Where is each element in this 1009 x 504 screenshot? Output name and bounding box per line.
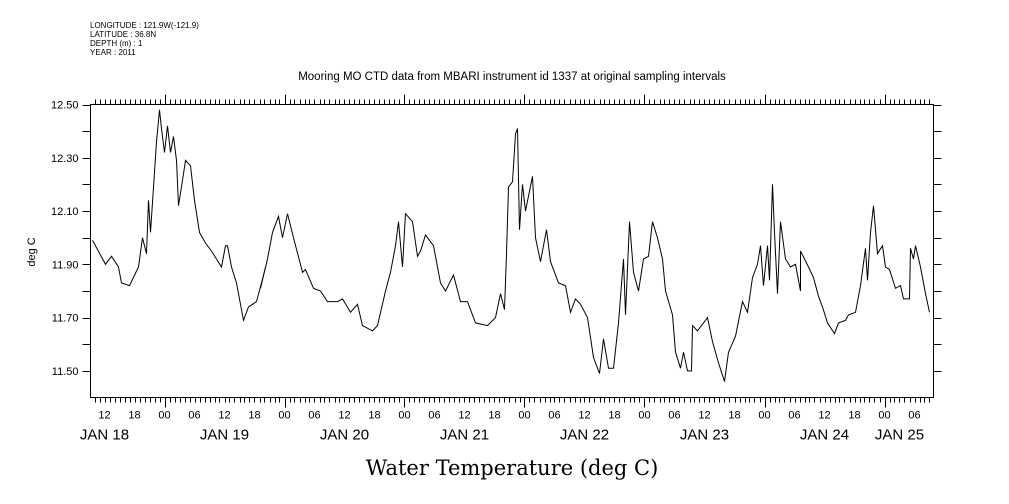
x-tick-label: 00 <box>518 410 530 422</box>
x-tick-label: 00 <box>638 410 650 422</box>
x-tick-label: 00 <box>878 410 890 422</box>
metadata-block: LONGITUDE : 121.9W(-121.9) LATITUDE : 36… <box>90 21 199 57</box>
x-day-label: JAN 24 <box>800 427 849 444</box>
plot-frame <box>90 104 934 398</box>
x-tick-label: 18 <box>728 410 740 422</box>
x-tick-label: 06 <box>548 410 560 422</box>
x-tick-label: 00 <box>278 410 290 422</box>
x-tick-label: 00 <box>758 410 770 422</box>
x-tick-label: 18 <box>128 410 140 422</box>
x-day-label: JAN 19 <box>200 427 249 444</box>
x-day-label: JAN 21 <box>440 427 489 444</box>
x-tick-label: 18 <box>488 410 500 422</box>
x-tick-label: 12 <box>458 410 470 422</box>
x-tick-label: 12 <box>218 410 230 422</box>
x-tick-label: 06 <box>308 410 320 422</box>
x-tick-label: 06 <box>428 410 440 422</box>
x-day-label: JAN 20 <box>320 427 369 444</box>
y-tick-label: 12.30 <box>51 153 79 165</box>
x-tick-label: 00 <box>398 410 410 422</box>
x-tick-label: 12 <box>338 410 350 422</box>
x-tick-labels: 12 18 00 06 12 18 00 06 12 18 00 06 12 18 00 06 12 18 00 06… <box>98 410 920 422</box>
x-tick-label: 18 <box>848 410 860 422</box>
meta-depth: DEPTH (m) : 1 <box>90 39 143 48</box>
meta-latitude: LATITUDE : 36.8N <box>90 30 157 39</box>
x-tick-label: 18 <box>248 410 260 422</box>
x-axis-label: Water Temperature (deg C) <box>366 456 659 480</box>
x-day-label: JAN 22 <box>560 427 609 444</box>
x-tick-label: 12 <box>578 410 590 422</box>
axis-ticks <box>82 94 942 408</box>
x-tick-label: 06 <box>908 410 920 422</box>
x-tick-label: 06 <box>668 410 680 422</box>
y-axis-label: deg C <box>26 237 38 266</box>
x-day-label: JAN 23 <box>680 427 729 444</box>
x-tick-label: 12 <box>818 410 830 422</box>
y-tick-label: 11.50 <box>52 366 79 378</box>
y-tick-label: 11.70 <box>52 313 79 325</box>
meta-year: YEAR : 2011 <box>90 48 136 57</box>
x-tick-label: 18 <box>608 410 620 422</box>
x-tick-label: 00 <box>158 410 170 422</box>
x-tick-label: 12 <box>98 410 110 422</box>
x-day-label: JAN 18 <box>80 427 129 444</box>
y-tick-label: 11.90 <box>52 259 79 271</box>
x-day-labels: JAN 18 JAN 19 JAN 20 JAN 21 JAN 22 JAN 23 JAN … <box>80 427 924 444</box>
x-tick-label: 06 <box>188 410 200 422</box>
meta-longitude: LONGITUDE : 121.9W(-121.9) <box>90 21 199 30</box>
x-day-label: JAN 25 <box>875 427 924 444</box>
x-tick-label: 12 <box>698 410 710 422</box>
chart-title: Mooring MO CTD data from MBARI instrumen… <box>298 71 726 83</box>
x-tick-label: 06 <box>788 410 800 422</box>
y-tick-labels: 12.50 12.30 12.10 11.90 11.70 11.50 <box>51 100 79 378</box>
temperature-series-line <box>92 109 930 382</box>
x-tick-label: 18 <box>368 410 380 422</box>
y-tick-label: 12.50 <box>51 100 79 112</box>
y-tick-label: 12.10 <box>51 206 79 218</box>
